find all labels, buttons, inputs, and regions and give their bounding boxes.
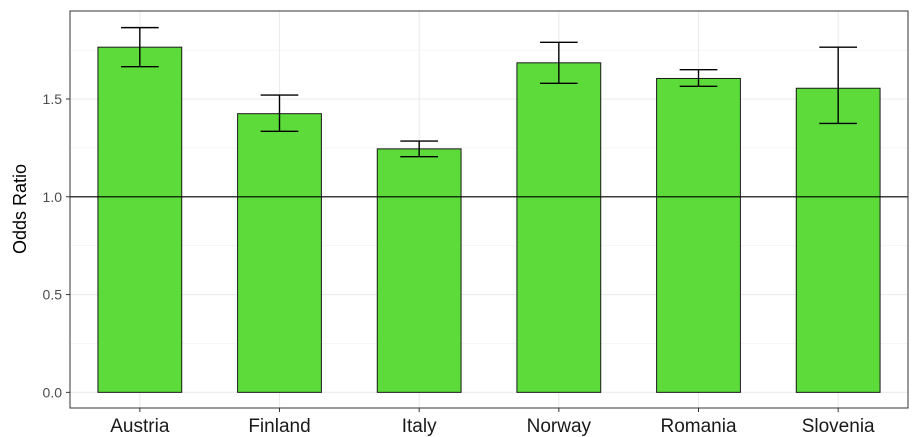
x-tick-label-norway: Norway <box>527 416 592 437</box>
x-tick-label-italy: Italy <box>402 416 437 437</box>
x-tick-label-slovenia: Slovenia <box>802 416 875 437</box>
bar-italy <box>376 148 462 393</box>
bar-norway <box>516 62 602 393</box>
error-bar-slovenia <box>819 46 858 125</box>
x-tick-label-romania: Romania <box>660 416 736 437</box>
error-bar-austria <box>120 26 159 68</box>
bar-romania <box>656 77 741 393</box>
x-tick-label-austria: Austria <box>110 416 170 437</box>
y-tick-label: 0.5 <box>43 287 63 303</box>
error-bar-norway <box>539 41 578 85</box>
plot-panel-background <box>70 11 908 408</box>
bar-austria <box>97 46 183 393</box>
y-tick-label: 1.5 <box>43 91 63 107</box>
y-axis-title: Odds Ratio <box>10 164 30 254</box>
plot-panel-border <box>69 10 909 409</box>
y-axis-ticks: 0.0 0.5 1.0 1.5 <box>43 91 70 400</box>
x-axis-ticks: Austria Finland Italy Norway Romania Slovenia <box>110 408 875 437</box>
y-tick-label: 1.0 <box>43 189 63 205</box>
bars <box>97 46 881 393</box>
x-tick-label-finland: Finland <box>248 416 310 437</box>
error-bar-romania <box>679 68 718 87</box>
y-tick-label: 0.0 <box>43 384 63 400</box>
error-bars <box>120 26 858 158</box>
error-bar-finland <box>260 94 299 132</box>
error-bar-italy <box>400 140 439 158</box>
bar-slovenia <box>795 87 881 393</box>
bar-finland <box>237 113 322 393</box>
